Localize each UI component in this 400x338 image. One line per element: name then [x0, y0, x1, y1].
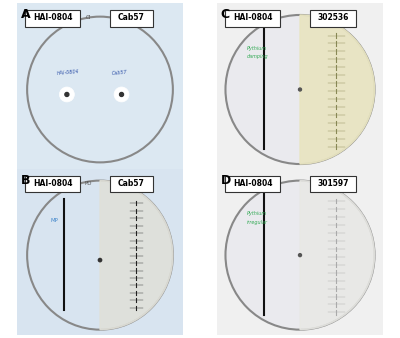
Text: HAI-0804: HAI-0804 — [33, 179, 72, 188]
Text: Pythium: Pythium — [247, 211, 267, 216]
Text: A: A — [20, 8, 30, 21]
Ellipse shape — [226, 180, 374, 330]
FancyBboxPatch shape — [310, 10, 356, 27]
FancyBboxPatch shape — [226, 176, 280, 192]
FancyBboxPatch shape — [226, 10, 280, 27]
Text: Cab57: Cab57 — [112, 69, 128, 76]
Text: Cab57: Cab57 — [118, 14, 145, 22]
Ellipse shape — [226, 15, 374, 164]
Ellipse shape — [27, 17, 173, 162]
Text: D: D — [220, 174, 231, 187]
FancyBboxPatch shape — [26, 10, 80, 27]
Polygon shape — [300, 15, 374, 164]
Polygon shape — [100, 180, 173, 330]
Circle shape — [120, 93, 124, 96]
Text: HAI-0804: HAI-0804 — [233, 179, 272, 188]
Text: HAI-0804: HAI-0804 — [57, 69, 80, 76]
Polygon shape — [300, 180, 374, 330]
Circle shape — [298, 88, 302, 91]
Text: Cab57: Cab57 — [118, 179, 145, 188]
Text: 302536: 302536 — [318, 14, 349, 22]
Ellipse shape — [27, 180, 173, 330]
Text: B: B — [20, 174, 30, 187]
Text: irregular: irregular — [247, 220, 268, 225]
Text: Pythium: Pythium — [247, 46, 267, 51]
Text: C: C — [220, 8, 230, 21]
Text: 301597: 301597 — [317, 179, 349, 188]
Circle shape — [65, 93, 69, 96]
Circle shape — [298, 254, 302, 257]
FancyBboxPatch shape — [110, 10, 153, 27]
Circle shape — [98, 259, 102, 262]
FancyBboxPatch shape — [110, 176, 153, 192]
Circle shape — [114, 87, 129, 102]
Circle shape — [60, 87, 74, 102]
FancyBboxPatch shape — [26, 176, 80, 192]
Text: CI: CI — [86, 16, 91, 21]
Text: HAI-0804: HAI-0804 — [233, 14, 272, 22]
Text: MP: MP — [50, 218, 58, 223]
Text: HAI-0804: HAI-0804 — [33, 14, 72, 22]
Text: damping: damping — [247, 54, 269, 59]
FancyBboxPatch shape — [310, 176, 356, 192]
Text: PD: PD — [85, 181, 92, 186]
